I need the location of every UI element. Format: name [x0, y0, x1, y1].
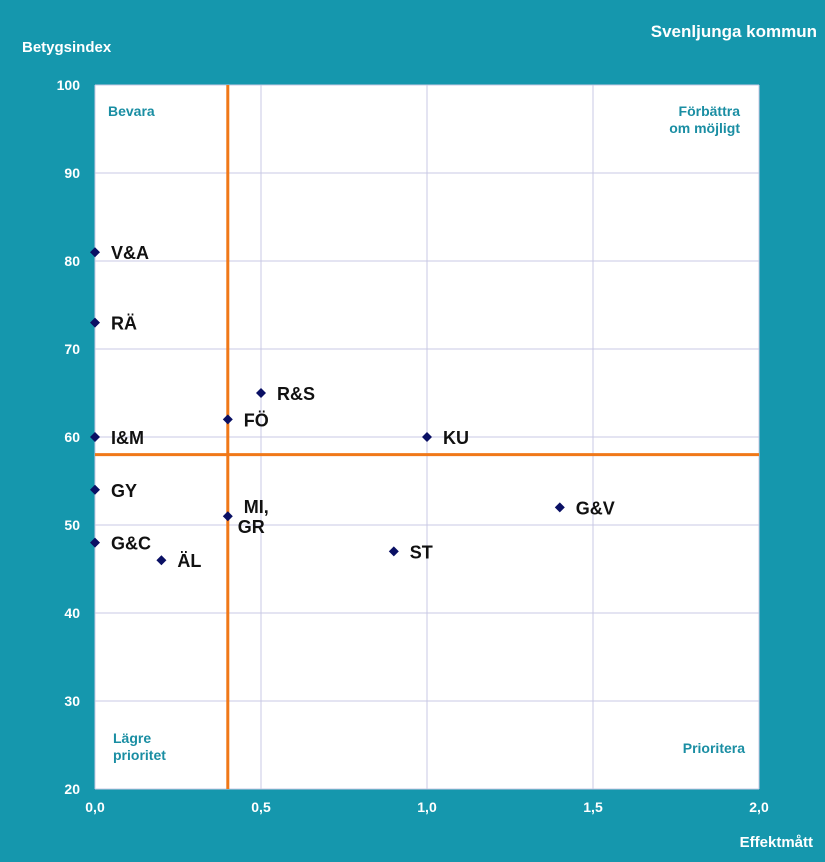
- data-point-marker: [90, 537, 100, 548]
- y-tick-label: 70: [64, 341, 80, 357]
- data-points: V&A RÄ I&M GY G&C ÄL FÖ MI, GR R&S KU ST G&V: [90, 243, 615, 571]
- data-point-label: G&V: [576, 498, 615, 518]
- quadrant-label-forbattra: Förbättra om möjligt: [669, 103, 740, 136]
- data-point-label: FÖ: [244, 410, 269, 430]
- x-tick-label: 1,0: [417, 799, 437, 815]
- y-tick-label: 30: [64, 693, 80, 709]
- data-point-label: I&M: [111, 428, 144, 448]
- data-point-marker: [90, 247, 100, 258]
- tick-labels: 0,0 0,5 1,0 1,5 2,0 20 30 40 50 60 70 80 90 100: [57, 77, 769, 815]
- data-point-label: GY: [111, 481, 137, 501]
- data-point-label: ÄL: [177, 551, 201, 571]
- quadrant-label-lagre-prioritet: Lägre prioritet: [113, 730, 166, 763]
- reference-lines: [95, 85, 759, 789]
- data-point-label: MI, GR: [238, 497, 269, 537]
- data-point-label: G&C: [111, 534, 151, 554]
- x-tick-label: 0,0: [85, 799, 105, 815]
- y-tick-label: 100: [57, 77, 81, 93]
- data-point-marker: [388, 546, 399, 557]
- data-point-marker: [90, 317, 100, 328]
- data-point-marker: [222, 414, 233, 425]
- y-tick-label: 20: [64, 781, 80, 797]
- x-tick-label: 1,5: [583, 799, 603, 815]
- y-tick-label: 80: [64, 253, 80, 269]
- y-axis-title: Betygsindex: [22, 39, 112, 56]
- data-point-marker: [90, 484, 100, 495]
- y-tick-label: 50: [64, 517, 80, 533]
- data-point-marker: [156, 555, 167, 566]
- data-point-label: V&A: [111, 243, 149, 263]
- x-tick-label: 2,0: [749, 799, 769, 815]
- x-axis-title: Effektmått: [740, 834, 813, 851]
- chart-title: Svenljunga kommun: [651, 22, 817, 41]
- quadrant-label-bevara: Bevara: [108, 103, 155, 119]
- data-point-marker: [222, 511, 233, 522]
- data-point-label: KU: [443, 428, 469, 448]
- data-point-marker: [554, 502, 565, 513]
- data-point-marker: [422, 432, 432, 442]
- y-tick-label: 40: [64, 605, 80, 621]
- y-tick-label: 90: [64, 165, 80, 181]
- data-point-label: RÄ: [111, 314, 137, 334]
- data-point-marker: [256, 388, 266, 398]
- quadrant-labels: Bevara Förbättra om möjligt Lägre prioritet P…: [108, 103, 745, 763]
- data-point-label: R&S: [277, 384, 315, 404]
- data-point-label: ST: [410, 542, 433, 562]
- y-tick-label: 60: [64, 429, 80, 445]
- data-point-marker: [90, 432, 100, 442]
- quadrant-label-prioritera: Prioritera: [683, 740, 745, 756]
- x-tick-label: 0,5: [251, 799, 271, 815]
